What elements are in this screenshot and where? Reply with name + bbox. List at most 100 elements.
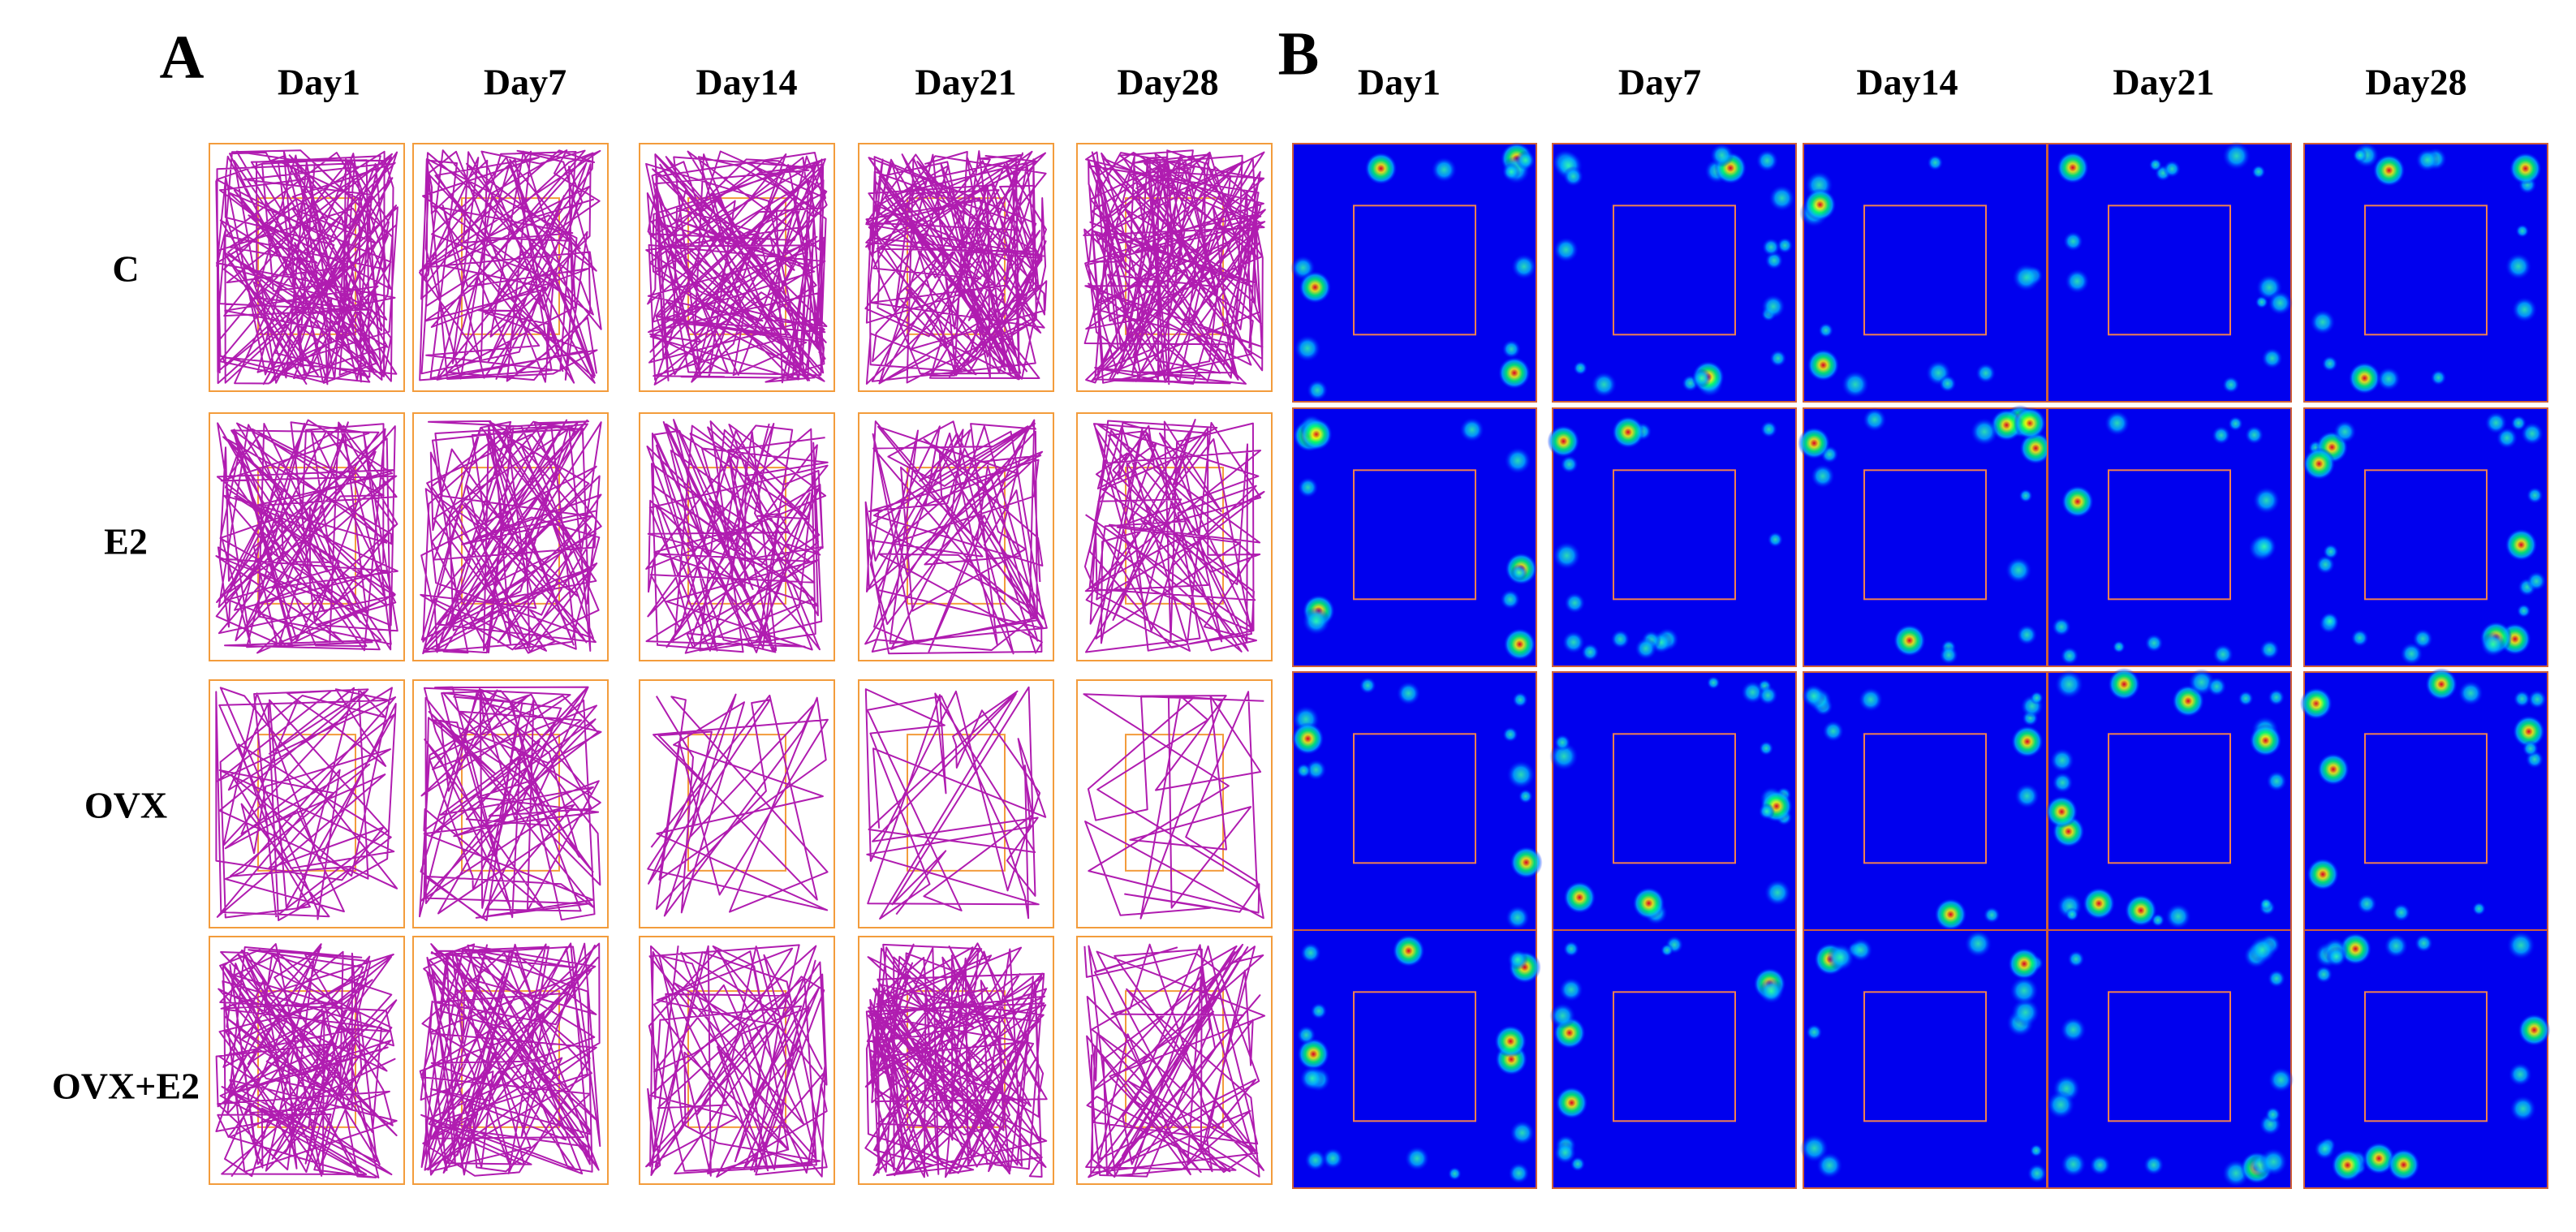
- arena-border: [858, 412, 1054, 661]
- hotspot: [2372, 153, 2406, 187]
- track: [419, 942, 601, 1177]
- hotspot: [2030, 691, 2044, 705]
- hotspot: [1975, 363, 1997, 384]
- center-zone: [1353, 469, 1476, 601]
- center-zone: [2364, 991, 2488, 1122]
- hotspot: [1294, 334, 1321, 362]
- hotspot: [2163, 160, 2182, 179]
- hotspot: [1709, 143, 1734, 168]
- hotspot: [1553, 734, 1571, 752]
- hotspot: [2259, 1148, 2288, 1176]
- hotspot: [2264, 1106, 2281, 1123]
- hotspot: [1504, 446, 1531, 475]
- hotspot: [1573, 360, 1588, 376]
- track: [864, 942, 1048, 1178]
- arena-border: [209, 679, 405, 928]
- arena-border: [858, 936, 1054, 1185]
- hotspot: [1810, 463, 1835, 489]
- hotspot: [2268, 688, 2285, 706]
- track: [864, 150, 1048, 385]
- hotspot: [1990, 408, 2023, 442]
- hotspot: [2425, 668, 2458, 701]
- heatmap: [1803, 143, 2048, 403]
- heatmap: [1552, 929, 1797, 1189]
- track: [1083, 943, 1266, 1178]
- hotspot: [2415, 148, 2440, 172]
- hotspot: [2302, 447, 2336, 480]
- hotspot: [2299, 687, 2333, 720]
- track: [645, 150, 828, 386]
- track: [215, 943, 398, 1178]
- track: [647, 693, 829, 917]
- hotspot: [1558, 977, 1583, 1002]
- center-zone: [1863, 991, 1987, 1122]
- hotspot: [2376, 366, 2402, 391]
- hotspot: [1553, 1141, 1577, 1165]
- hotspot: [2065, 907, 2079, 922]
- heatmap: [1552, 407, 1797, 667]
- hotspot: [1555, 1086, 1588, 1119]
- panel-label: A: [160, 23, 205, 91]
- hotspot: [1404, 1146, 1430, 1171]
- hotspot: [2412, 628, 2433, 649]
- heatmap: [1803, 407, 2048, 667]
- hotspot: [2104, 410, 2130, 437]
- hotspot: [2268, 291, 2293, 316]
- hotspot: [1502, 162, 1521, 181]
- hotspot: [1297, 1037, 1330, 1070]
- column-header: Day21: [915, 62, 1016, 103]
- hotspot: [1934, 898, 1967, 931]
- hotspot: [2251, 533, 2277, 559]
- arena-border: [639, 143, 835, 392]
- arena-border: [1076, 412, 1273, 661]
- hotspot: [1818, 322, 1834, 338]
- hotspot: [1660, 943, 1674, 957]
- hotspot: [2056, 151, 2089, 184]
- hotspot: [1305, 759, 1327, 781]
- hotspot: [2520, 421, 2544, 446]
- center-zone: [687, 734, 786, 872]
- hotspot: [2268, 1066, 2294, 1093]
- hotspot: [2352, 148, 2367, 163]
- hotspot: [2323, 543, 2339, 560]
- hotspot: [1510, 1120, 1536, 1146]
- hotspot: [2267, 969, 2286, 988]
- hotspot: [1758, 803, 1776, 821]
- hotspot: [2527, 689, 2548, 709]
- hotspot: [2151, 913, 2165, 928]
- arena-border: [639, 936, 835, 1185]
- hotspot: [2010, 997, 2040, 1027]
- center-zone: [1353, 205, 1476, 336]
- hotspot: [1459, 417, 1485, 442]
- hotspot: [2266, 770, 2287, 792]
- heatmap: [2047, 671, 2292, 931]
- hotspot: [2333, 420, 2357, 444]
- center-zone: [1613, 991, 1736, 1122]
- hotspot: [2505, 252, 2532, 280]
- hotspot: [2518, 1014, 2551, 1047]
- column-header: Day28: [1117, 62, 1218, 103]
- hotspot: [1497, 356, 1531, 390]
- hotspot: [1364, 152, 1398, 185]
- hotspot: [2508, 1062, 2532, 1087]
- track: [1083, 149, 1266, 386]
- hotspot: [2363, 1142, 2396, 1175]
- hotspot: [2384, 933, 2409, 958]
- center-zone: [2364, 733, 2488, 864]
- hotspot: [2310, 309, 2336, 335]
- hotspot: [1518, 789, 1533, 804]
- hotspot: [1560, 454, 1579, 474]
- hotspot: [2060, 1151, 2087, 1178]
- panel-label: B: [1278, 19, 1320, 88]
- hotspot: [2014, 407, 2047, 440]
- hotspot: [2108, 668, 2141, 701]
- hotspot: [1806, 1023, 1823, 1040]
- hotspot: [1510, 564, 1528, 581]
- heatmap: [1292, 407, 1537, 667]
- hotspot: [2248, 936, 2277, 964]
- track: [419, 686, 602, 922]
- hotspot: [1549, 741, 1579, 771]
- hotspot: [2320, 612, 2339, 631]
- hotspot: [2089, 1154, 2111, 1176]
